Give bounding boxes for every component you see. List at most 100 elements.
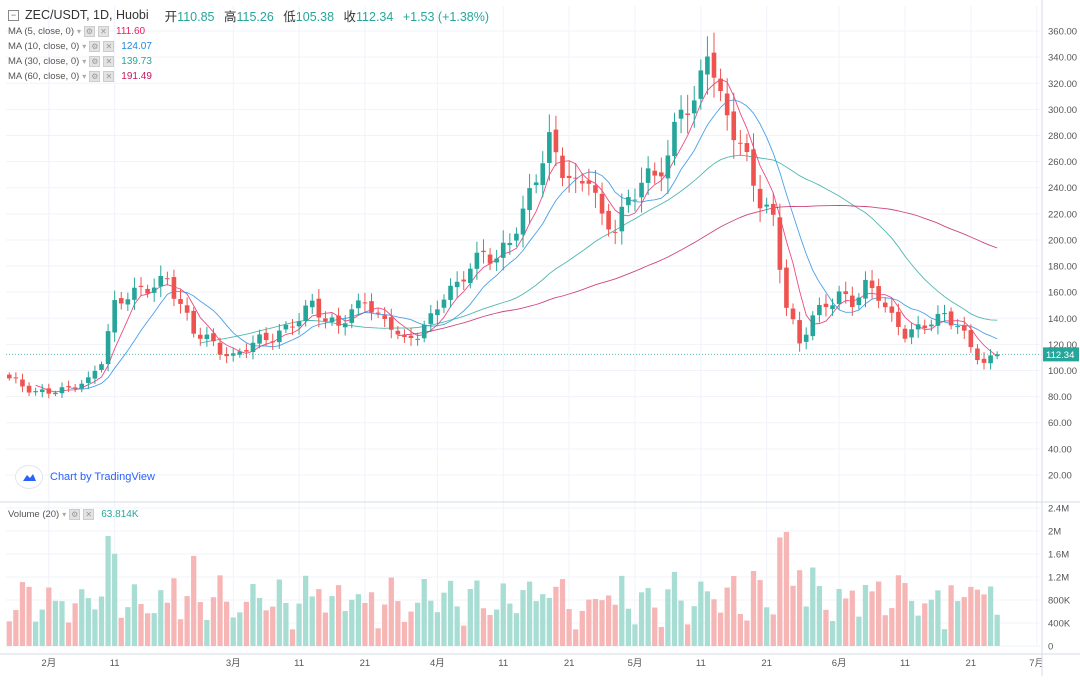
volume-bar xyxy=(869,591,875,646)
ma60-legend[interactable]: MA (60, close, 0) ▾ ⚙ ✕ 191.49 xyxy=(8,69,489,84)
ma10-legend[interactable]: MA (10, close, 0) ▾ ⚙ ✕ 124.07 xyxy=(8,39,489,54)
volume-bar xyxy=(935,590,941,646)
candle-body xyxy=(132,287,137,300)
candle-body xyxy=(197,334,203,339)
volume-bar xyxy=(19,582,26,646)
symbol-header: − ZEC/USDT, 1D, Huobi 开110.85 高115.26 低1… xyxy=(8,6,489,24)
time-tick-label: 7月 xyxy=(1029,658,1044,669)
volume-bar xyxy=(540,594,546,646)
settings-icon[interactable]: ⚙ xyxy=(89,41,101,52)
volume-bar xyxy=(289,629,296,646)
close-icon[interactable]: ✕ xyxy=(103,71,115,82)
candle-body xyxy=(415,338,420,340)
open-label: 开 xyxy=(164,9,178,24)
candle-body xyxy=(948,311,954,326)
candle-body xyxy=(606,210,611,230)
price-tick-label: 220.00 xyxy=(1048,209,1077,220)
volume-bar xyxy=(144,613,151,646)
candle-body xyxy=(99,364,104,370)
candle-body xyxy=(145,288,150,294)
candle-body xyxy=(6,374,12,379)
candle-body xyxy=(922,325,928,329)
volume-bar xyxy=(625,608,632,646)
ma5-legend[interactable]: MA (5, close, 0) ▾ ⚙ ✕ 111.60 xyxy=(8,24,489,39)
low-value: 105.38 xyxy=(295,9,335,24)
close-icon[interactable]: ✕ xyxy=(83,508,95,520)
candle-body xyxy=(329,317,335,323)
candle-body xyxy=(151,287,157,293)
candle-body xyxy=(26,385,32,393)
volume-bar xyxy=(928,599,934,646)
volume-bar xyxy=(849,590,855,646)
settings-icon[interactable]: ⚙ xyxy=(84,26,96,37)
candle-body xyxy=(659,172,664,177)
candle-body xyxy=(632,199,638,201)
volume-bar xyxy=(270,606,276,646)
candle-body xyxy=(125,299,131,305)
time-tick-label: 2月 xyxy=(41,658,56,669)
collapse-toggle-icon[interactable]: − xyxy=(8,9,19,21)
settings-icon[interactable]: ⚙ xyxy=(89,71,101,82)
volume-bar xyxy=(184,596,190,646)
volume-bar xyxy=(632,624,638,646)
volume-bar xyxy=(33,621,39,646)
dropdown-icon[interactable]: ▾ xyxy=(82,42,87,51)
candle-body xyxy=(579,181,585,184)
dropdown-icon[interactable]: ▾ xyxy=(62,509,67,519)
time-tick-label: 21 xyxy=(360,658,371,669)
candle-body xyxy=(790,308,796,320)
close-icon[interactable]: ✕ xyxy=(103,56,115,67)
candle-body xyxy=(138,285,144,287)
ma30-legend[interactable]: MA (30, close, 0) ▾ ⚙ ✕ 139.73 xyxy=(8,54,489,69)
candle-body xyxy=(53,392,58,395)
volume-bar xyxy=(434,612,441,646)
volume-bar xyxy=(223,601,230,646)
volume-label: Volume (20) xyxy=(8,508,60,520)
volume-legend[interactable]: Volume (20) ▾ ⚙ ✕ 63.814K xyxy=(8,507,139,521)
volume-bar xyxy=(889,608,895,646)
volume-tick-label: 400K xyxy=(1048,619,1071,630)
volume-bar xyxy=(421,578,427,646)
candle-body xyxy=(362,302,368,304)
time-tick-label: 6月 xyxy=(832,658,847,669)
candle-body xyxy=(250,342,256,353)
volume-bar xyxy=(691,606,697,646)
candle-body xyxy=(112,300,117,333)
tradingview-branding[interactable]: Chart by TradingView xyxy=(16,466,155,488)
candle-body xyxy=(323,318,328,322)
candle-body xyxy=(764,204,769,207)
volume-tick-label: 2M xyxy=(1048,527,1061,538)
dropdown-icon[interactable]: ▾ xyxy=(82,72,87,81)
candle-body xyxy=(514,233,519,241)
candle-body xyxy=(882,302,888,308)
volume-bar xyxy=(92,609,98,646)
dropdown-icon[interactable]: ▾ xyxy=(77,27,82,36)
settings-icon[interactable]: ⚙ xyxy=(89,56,101,67)
volume-bar xyxy=(52,600,59,646)
brand-text: Chart by TradingView xyxy=(50,471,155,483)
volume-bar xyxy=(335,585,342,646)
price-tick-label: 280.00 xyxy=(1048,131,1077,142)
time-tick-label: 5月 xyxy=(628,658,643,669)
tradingview-cloud-icon xyxy=(16,466,42,488)
candle-body xyxy=(72,387,78,389)
volume-tick-label: 1.2M xyxy=(1048,573,1069,584)
ma5-label: MA (5, close, 0) xyxy=(8,26,74,37)
time-tick-label: 11 xyxy=(498,658,508,669)
volume-bar xyxy=(658,626,664,646)
volume-bar xyxy=(494,609,500,646)
volume-bar xyxy=(829,621,836,646)
candle-body xyxy=(757,188,763,209)
volume-bar xyxy=(678,600,684,646)
volume-bar xyxy=(955,601,961,646)
dropdown-icon[interactable]: ▾ xyxy=(82,57,87,66)
settings-icon[interactable]: ⚙ xyxy=(69,508,81,520)
candle-body xyxy=(685,113,690,115)
volume-bar xyxy=(698,581,704,646)
close-icon[interactable]: ✕ xyxy=(103,41,115,52)
volume-bar xyxy=(191,555,197,646)
candle-body xyxy=(843,291,849,294)
close-icon[interactable]: ✕ xyxy=(98,26,110,37)
